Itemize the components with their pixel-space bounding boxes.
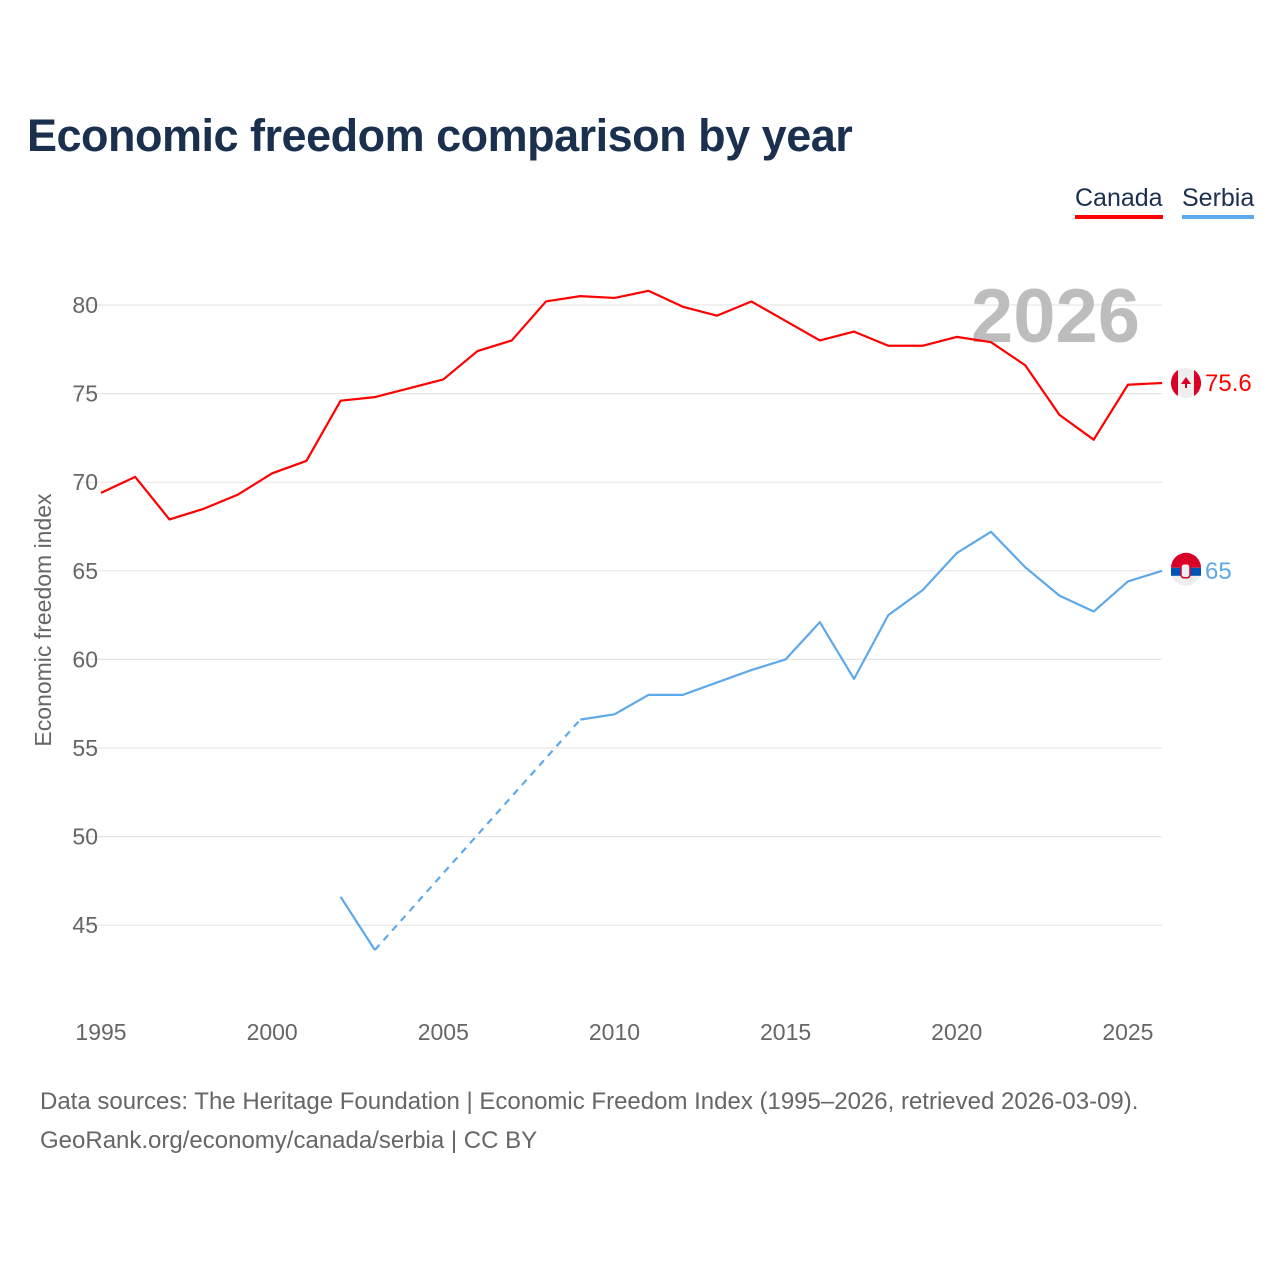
series-line-serbia [580,530,1163,721]
flag-band [1194,369,1202,396]
legend-canada[interactable]: Canada [1075,184,1163,219]
end-label-canada: 75.6 [1205,370,1252,397]
x-tick-label: 1995 [75,1019,126,1045]
y-tick-label: 60 [72,646,98,672]
x-tick-label: 2020 [931,1019,982,1045]
flag-serbia-icon [1171,552,1201,586]
x-tick-label: 2000 [247,1019,298,1045]
x-tick-label: 2025 [1102,1019,1153,1045]
flag-band [1171,552,1201,568]
y-tick-label: 80 [72,292,98,318]
flag-canada-icon [1170,367,1202,398]
series-line-serbia [339,896,376,951]
y-axis-label: Economic freedom index [30,493,56,747]
series-line-canada [100,289,1163,521]
x-tick-label: 2010 [589,1019,640,1045]
y-tick-label: 65 [72,558,98,584]
y-tick-label: 45 [72,912,98,938]
legend-serbia[interactable]: Serbia [1182,184,1255,219]
maple-leaf [1181,376,1191,388]
coat-of-arms [1180,563,1191,579]
chart-title: Economic freedom comparison by year [27,110,853,161]
y-tick-label: 75 [72,381,98,407]
footer-attribution: GeoRank.org/economy/canada/serbia | CC B… [40,1127,538,1154]
y-tick-label: 50 [72,824,98,850]
y-tick-label: 55 [72,735,98,761]
footer-sources: Data sources: The Heritage Foundation | … [40,1088,1139,1115]
y-tick-label: 70 [72,469,98,495]
x-tick-label: 2015 [760,1019,811,1045]
current-year-watermark: 2026 [971,274,1140,359]
end-label-serbia: 65 [1205,558,1232,585]
x-tick-label: 2005 [418,1019,469,1045]
flag-band [1170,369,1178,396]
series-gap-serbia [374,718,582,951]
